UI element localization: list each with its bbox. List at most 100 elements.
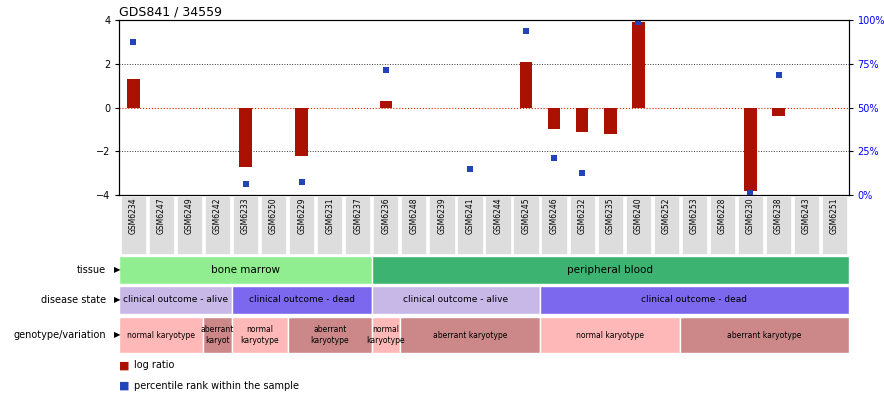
FancyBboxPatch shape	[540, 316, 681, 353]
Text: GSM6229: GSM6229	[297, 197, 306, 234]
Bar	[604, 107, 616, 134]
Text: aberrant karyotype: aberrant karyotype	[728, 331, 802, 339]
Bar	[575, 107, 589, 131]
FancyBboxPatch shape	[794, 196, 819, 254]
Text: disease state: disease state	[41, 295, 106, 305]
FancyBboxPatch shape	[317, 196, 342, 254]
Text: GSM6252: GSM6252	[662, 197, 671, 234]
Text: GDS841 / 34559: GDS841 / 34559	[119, 6, 223, 19]
Text: GSM6253: GSM6253	[690, 197, 699, 234]
Bar	[632, 22, 644, 107]
Text: normal
karyotype: normal karyotype	[367, 325, 405, 345]
Text: percentile rank within the sample: percentile rank within the sample	[134, 381, 300, 391]
Text: GSM6249: GSM6249	[185, 197, 194, 234]
FancyBboxPatch shape	[653, 196, 679, 254]
Text: GSM6251: GSM6251	[830, 197, 839, 234]
Bar	[744, 107, 757, 190]
FancyBboxPatch shape	[203, 316, 232, 353]
FancyBboxPatch shape	[232, 286, 372, 314]
Bar	[240, 107, 252, 167]
Bar	[773, 107, 785, 116]
Bar	[127, 79, 140, 107]
Text: GSM6237: GSM6237	[354, 197, 362, 234]
Text: GSM6235: GSM6235	[606, 197, 614, 234]
Text: GSM6234: GSM6234	[129, 197, 138, 234]
Text: clinical outcome - dead: clinical outcome - dead	[642, 295, 747, 305]
FancyBboxPatch shape	[457, 196, 483, 254]
Text: normal karyotype: normal karyotype	[576, 331, 644, 339]
Text: GSM6239: GSM6239	[438, 197, 446, 234]
Text: GSM6241: GSM6241	[466, 197, 475, 234]
FancyBboxPatch shape	[287, 316, 372, 353]
FancyBboxPatch shape	[289, 196, 315, 254]
FancyBboxPatch shape	[401, 196, 426, 254]
Text: GSM6238: GSM6238	[774, 197, 783, 234]
Text: ■: ■	[119, 381, 130, 391]
Text: normal
karyotype: normal karyotype	[240, 325, 279, 345]
FancyBboxPatch shape	[121, 196, 146, 254]
FancyBboxPatch shape	[766, 196, 791, 254]
FancyBboxPatch shape	[373, 196, 399, 254]
Text: GSM6244: GSM6244	[493, 197, 502, 234]
FancyBboxPatch shape	[822, 196, 847, 254]
Text: ▶: ▶	[114, 265, 120, 274]
FancyBboxPatch shape	[372, 286, 540, 314]
Text: GSM6250: GSM6250	[269, 197, 278, 234]
Text: GSM6246: GSM6246	[550, 197, 559, 234]
FancyBboxPatch shape	[738, 196, 763, 254]
FancyBboxPatch shape	[119, 256, 372, 284]
FancyBboxPatch shape	[372, 316, 400, 353]
FancyBboxPatch shape	[400, 316, 540, 353]
FancyBboxPatch shape	[149, 196, 174, 254]
FancyBboxPatch shape	[540, 286, 849, 314]
Text: aberrant karyotype: aberrant karyotype	[433, 331, 507, 339]
Text: GSM6232: GSM6232	[577, 197, 587, 234]
FancyBboxPatch shape	[372, 256, 849, 284]
Text: clinical outcome - alive: clinical outcome - alive	[403, 295, 508, 305]
Text: GSM6231: GSM6231	[325, 197, 334, 234]
Text: normal karyotype: normal karyotype	[127, 331, 195, 339]
Text: peripheral blood: peripheral blood	[568, 265, 653, 275]
Bar	[379, 101, 392, 107]
FancyBboxPatch shape	[430, 196, 454, 254]
FancyBboxPatch shape	[710, 196, 735, 254]
Text: GSM6240: GSM6240	[634, 197, 643, 234]
Text: ▶: ▶	[114, 295, 120, 305]
Text: clinical outcome - dead: clinical outcome - dead	[248, 295, 354, 305]
Text: GSM6245: GSM6245	[522, 197, 530, 234]
FancyBboxPatch shape	[485, 196, 511, 254]
Bar	[548, 107, 560, 129]
Text: log ratio: log ratio	[134, 360, 175, 370]
Text: GSM6228: GSM6228	[718, 197, 727, 234]
Text: GSM6243: GSM6243	[802, 197, 811, 234]
Text: bone marrow: bone marrow	[211, 265, 280, 275]
FancyBboxPatch shape	[119, 316, 203, 353]
Text: GSM6248: GSM6248	[409, 197, 418, 234]
FancyBboxPatch shape	[233, 196, 258, 254]
FancyBboxPatch shape	[345, 196, 370, 254]
Text: GSM6236: GSM6236	[381, 197, 391, 234]
FancyBboxPatch shape	[542, 196, 567, 254]
Text: GSM6247: GSM6247	[157, 197, 166, 234]
FancyBboxPatch shape	[177, 196, 202, 254]
FancyBboxPatch shape	[598, 196, 623, 254]
Text: GSM6230: GSM6230	[746, 197, 755, 234]
FancyBboxPatch shape	[119, 286, 232, 314]
Text: GSM6233: GSM6233	[241, 197, 250, 234]
Text: ■: ■	[119, 360, 130, 370]
FancyBboxPatch shape	[514, 196, 538, 254]
Text: genotype/variation: genotype/variation	[13, 330, 106, 340]
Text: aberrant
karyotype: aberrant karyotype	[310, 325, 349, 345]
Text: clinical outcome - alive: clinical outcome - alive	[123, 295, 228, 305]
FancyBboxPatch shape	[569, 196, 595, 254]
FancyBboxPatch shape	[205, 196, 230, 254]
Bar	[520, 61, 532, 107]
Bar	[295, 107, 308, 156]
FancyBboxPatch shape	[681, 316, 849, 353]
FancyBboxPatch shape	[626, 196, 651, 254]
Text: ▶: ▶	[114, 331, 120, 339]
FancyBboxPatch shape	[232, 316, 287, 353]
FancyBboxPatch shape	[682, 196, 707, 254]
Text: tissue: tissue	[77, 265, 106, 275]
Text: GSM6242: GSM6242	[213, 197, 222, 234]
